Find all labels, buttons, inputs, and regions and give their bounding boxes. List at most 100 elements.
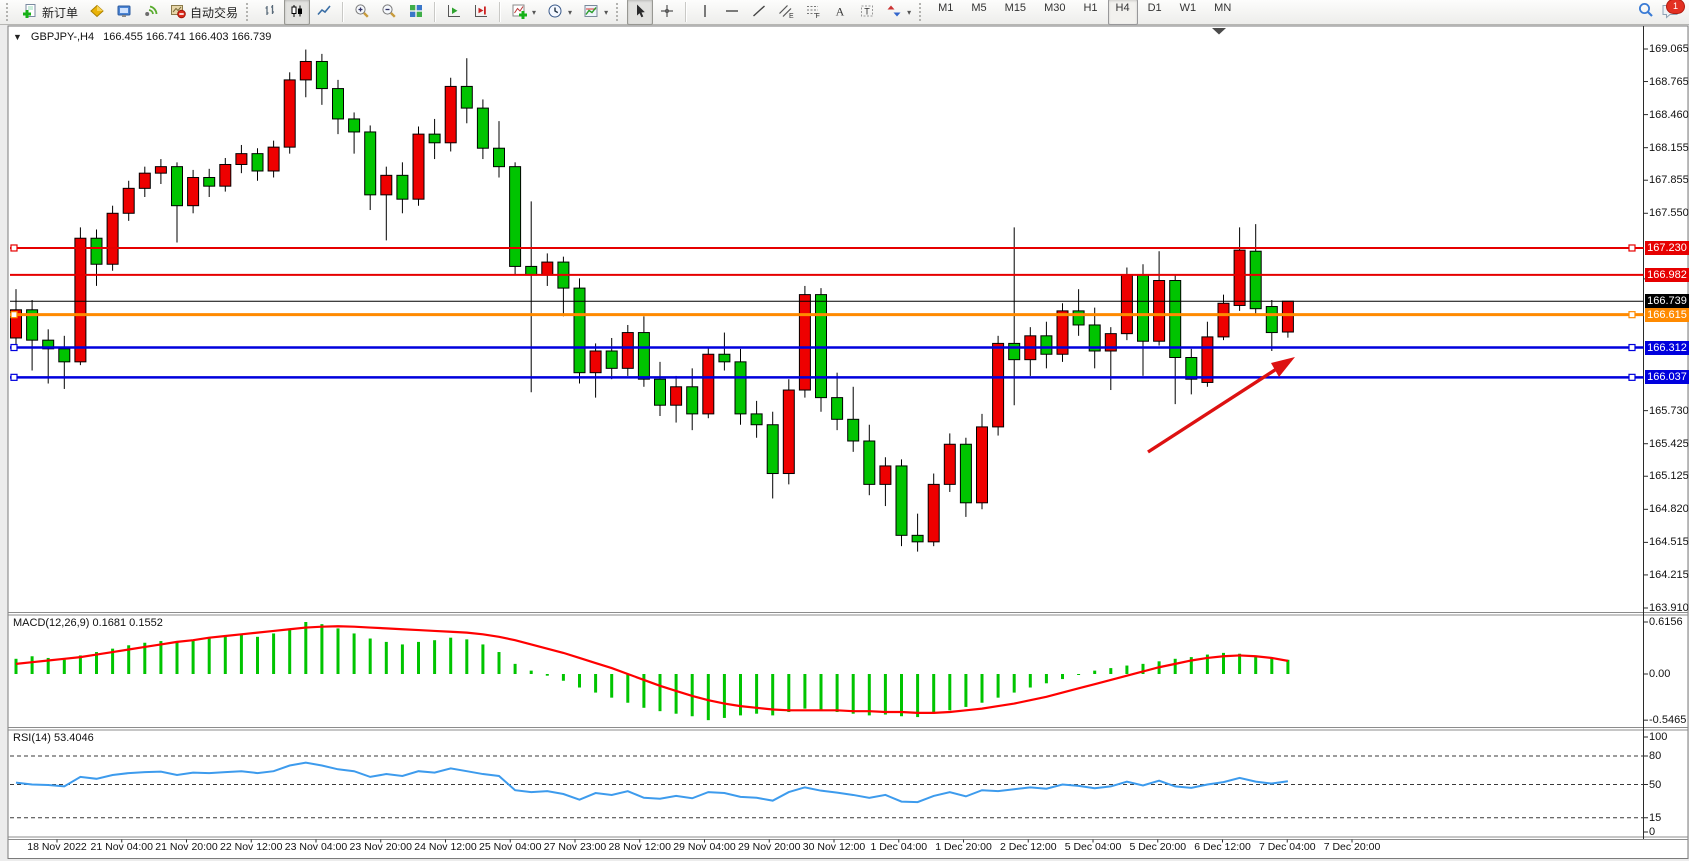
text-tool-button[interactable]: A — [827, 0, 853, 25]
line-handle[interactable] — [10, 343, 18, 352]
line-handle[interactable] — [1628, 343, 1636, 352]
candlestick-chart-button[interactable] — [284, 0, 311, 25]
search-icon[interactable] — [1637, 1, 1655, 24]
new-order-label: 新订单 — [42, 5, 79, 20]
line-handle[interactable] — [10, 311, 18, 319]
text-label-tool-button[interactable]: T — [854, 0, 880, 25]
macd-histogram-bar — [1270, 657, 1274, 674]
timeframe-button-m1[interactable]: M1 — [938, 2, 954, 14]
timeframe-button-mn[interactable]: MN — [1214, 2, 1232, 14]
zoom-in-button[interactable] — [349, 0, 375, 25]
timeframe-button-d1[interactable]: D1 — [1147, 2, 1162, 14]
zoom-out-button[interactable] — [376, 0, 402, 25]
macd-histogram-bar — [239, 634, 243, 674]
macd-histogram-bar — [368, 638, 372, 674]
chevron-down-icon: ▾ — [604, 7, 609, 17]
tile-windows-button[interactable] — [403, 0, 429, 25]
candle-body — [509, 166, 522, 267]
favorites-button[interactable] — [84, 0, 110, 25]
bar-chart-button[interactable] — [257, 0, 283, 25]
timeframe-button-h4[interactable]: H4 — [1107, 0, 1138, 25]
indicators-button[interactable]: ▾ — [506, 0, 541, 25]
templates-button[interactable]: ▾ — [578, 0, 613, 25]
macd-histogram-bar — [1173, 658, 1177, 674]
toolbar-right-group: 1 — [1637, 0, 1685, 24]
candle-body — [798, 294, 811, 391]
channel-tool-button[interactable]: E — [773, 0, 799, 25]
timeframe-button-m30[interactable]: M30 — [1044, 2, 1066, 14]
trendline-tool-button[interactable] — [746, 0, 772, 25]
timeframe-button-h1[interactable]: H1 — [1083, 2, 1098, 14]
line-handle[interactable] — [10, 244, 18, 252]
macd-histogram-bar — [272, 633, 276, 674]
arrow-object-head[interactable] — [1271, 357, 1295, 377]
macd-histogram-bar — [1077, 674, 1081, 675]
macd-histogram-bar — [1061, 674, 1064, 680]
timeframe-button-m15[interactable]: M15 — [1004, 2, 1027, 14]
macd-histogram-bar — [851, 674, 855, 714]
candle-body — [1040, 335, 1053, 355]
candle-body — [992, 342, 1005, 428]
chart-shift-button[interactable] — [468, 0, 494, 25]
line-handle[interactable] — [1628, 244, 1636, 252]
signal-waves-icon — [143, 3, 159, 22]
autotrading-button[interactable]: 自动交易 — [165, 0, 243, 25]
macd-histogram-bar — [433, 640, 437, 674]
candle-body — [573, 287, 586, 374]
arrow-object-shaft[interactable] — [1147, 366, 1279, 454]
macd-histogram-bar — [1189, 657, 1193, 674]
macd-histogram-bar — [78, 655, 82, 674]
line-chart-button[interactable] — [311, 0, 337, 25]
one-click-trading-caret-icon[interactable]: ▼ — [13, 32, 22, 42]
auto-scroll-button[interactable] — [441, 0, 467, 25]
candle-body — [187, 176, 200, 207]
signals-button[interactable] — [138, 0, 164, 25]
toolbar-separator — [685, 2, 688, 22]
line-handle[interactable] — [1628, 311, 1636, 319]
line-handle[interactable] — [1628, 373, 1636, 381]
candle-body — [444, 85, 457, 144]
macd-histogram-bar — [642, 674, 646, 708]
metaeditor-button[interactable] — [111, 0, 137, 25]
macd-histogram-bar — [964, 674, 968, 707]
vertical-line-tool-button[interactable] — [692, 0, 718, 25]
candle-body — [1233, 249, 1246, 306]
cursor-tool-button[interactable] — [627, 0, 654, 25]
horizontal-line-tool-button[interactable] — [719, 0, 745, 25]
line-handle[interactable] — [10, 373, 18, 381]
timeframe-button-m5[interactable]: M5 — [971, 2, 987, 14]
periods-button[interactable]: ▾ — [542, 0, 577, 25]
fibonacci-tool-button[interactable]: F — [800, 0, 826, 25]
text-A-icon: A — [832, 3, 848, 22]
candle-body — [766, 424, 779, 475]
candle-body — [943, 443, 956, 485]
toolbar-separator — [499, 2, 502, 22]
candle-body — [1281, 300, 1294, 333]
toolbar-grip[interactable] — [919, 3, 924, 21]
new-order-button[interactable]: 新订单 — [17, 0, 83, 25]
candle-body — [718, 353, 731, 363]
macd-histogram-bar — [175, 641, 179, 674]
candle-body — [670, 386, 683, 406]
candle-body — [1265, 306, 1278, 334]
macd-histogram-bar — [529, 670, 533, 674]
candle-body — [235, 153, 248, 165]
toolbar-grip[interactable] — [616, 3, 621, 21]
macd-histogram-bar — [336, 628, 340, 674]
macd-histogram-bar — [755, 674, 759, 714]
arrows-tool-button[interactable]: ▾ — [881, 0, 916, 25]
candle-body — [122, 187, 135, 214]
toolbar-grip[interactable] — [246, 3, 251, 21]
macd-histogram-bar — [207, 638, 211, 674]
crosshair-tool-button[interactable] — [654, 0, 680, 25]
candle-body — [702, 353, 715, 415]
toolbar-grip[interactable] — [6, 3, 11, 21]
chart-shift-icon — [473, 3, 489, 22]
chat-button[interactable]: 1 — [1661, 0, 1685, 22]
cursor-arrow-icon — [632, 3, 648, 22]
timeframe-button-w1[interactable]: W1 — [1179, 2, 1197, 14]
candle-body — [895, 465, 908, 536]
candle-body — [637, 332, 650, 380]
candle-body — [1217, 302, 1230, 338]
